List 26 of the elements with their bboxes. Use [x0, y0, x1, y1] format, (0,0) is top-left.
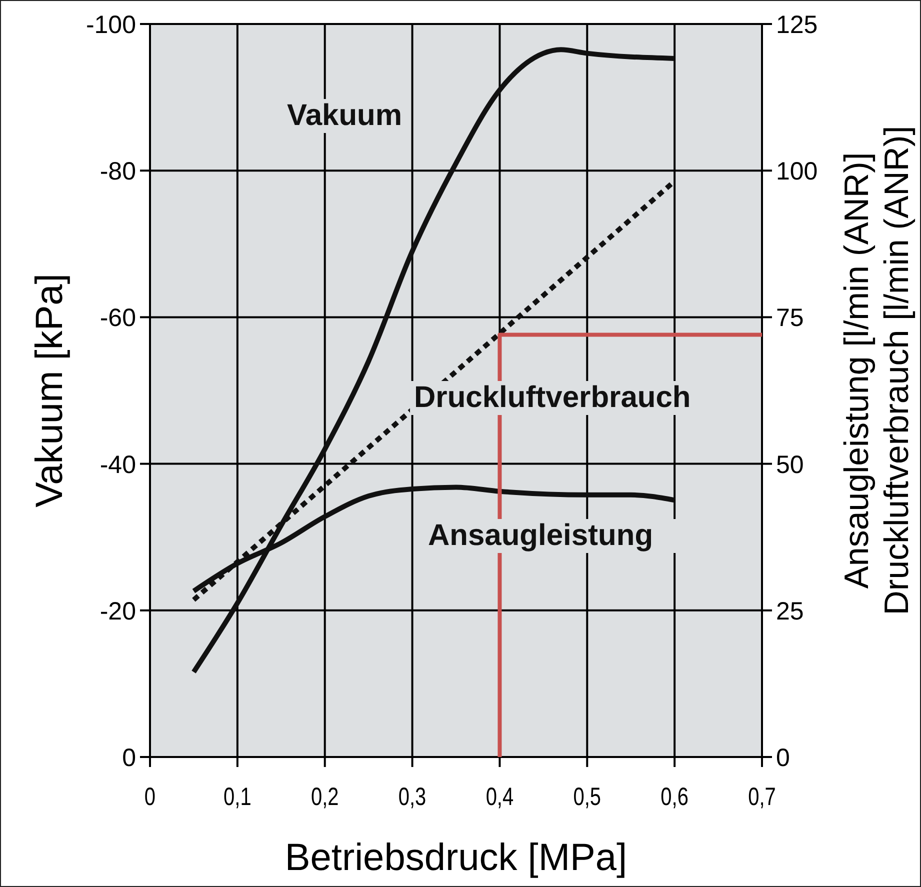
- series-label: Druckluftverbrauch: [414, 381, 691, 414]
- x-tick-label: 0,1: [224, 782, 252, 811]
- y-tick-label: -60: [100, 304, 136, 332]
- y-tick-label: -20: [100, 597, 136, 626]
- text: Vakuum: [287, 99, 402, 132]
- x-tick-label: 0,3: [398, 782, 426, 811]
- y2-tick-label: 50: [776, 450, 804, 479]
- y-tick-label: -40: [100, 450, 136, 479]
- y-tick-label: 0: [122, 744, 136, 772]
- series-label: Ansaugleistung: [428, 519, 654, 552]
- y2-axis-title: Ansaugleistung [l/min (ANR)] Druckluftverbrauch [l/min (ANR)]: [838, 126, 916, 616]
- y2-tick-label: 75: [776, 304, 804, 332]
- y-axis-title: Vakuum [kPa]: [29, 274, 71, 508]
- x-tick-label: 0,4: [486, 782, 514, 811]
- x-axis-title: Betriebsdruck [MPa]: [284, 837, 628, 879]
- y2-tick-label: 125: [776, 11, 818, 39]
- y-tick-label: -80: [100, 158, 136, 186]
- x-tick-label: 0,5: [573, 782, 602, 811]
- y-tick-label: -100: [86, 11, 136, 39]
- y2-tick-label: 0: [776, 744, 790, 772]
- x-tick-label: 0,2: [310, 782, 339, 811]
- y2-tick-label: 25: [776, 597, 804, 626]
- x-tick-label: 0,7: [748, 782, 776, 811]
- x-tick-label: 0: [144, 782, 156, 811]
- y2-tick-label: 100: [776, 158, 818, 186]
- x-tick-label: 0,6: [660, 782, 688, 811]
